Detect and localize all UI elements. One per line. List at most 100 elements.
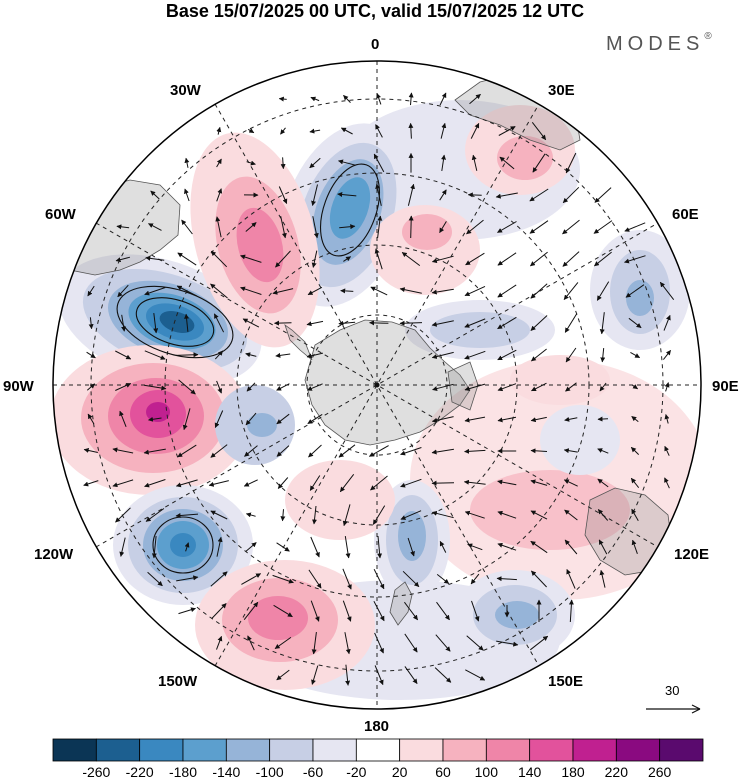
wind-arrow [144, 287, 166, 296]
wind-arrow [276, 383, 290, 391]
wind-arrow [184, 542, 190, 552]
colorbar-swatch [485, 738, 531, 762]
wind-arrow [469, 93, 481, 105]
wind-arrow [213, 313, 225, 333]
wind-arrow [467, 192, 482, 198]
wind-arrow [441, 154, 446, 171]
wind-arrow [431, 351, 454, 359]
lon-label-60e: 60E [672, 206, 699, 223]
wind-arrow [399, 320, 423, 326]
wind-arrow [599, 312, 605, 335]
wind-arrow [465, 252, 485, 266]
wind-arrow [497, 316, 517, 330]
wind-arrow [310, 96, 320, 102]
wind-arrow [562, 186, 580, 204]
wind-arrow [408, 215, 414, 239]
wind-arrow [466, 219, 484, 235]
colorbar-tick-label: 180 [561, 764, 585, 780]
wind-arrow [599, 382, 607, 392]
wind-arrow [280, 509, 286, 522]
wind-arrow [663, 350, 671, 360]
wind-arrow [497, 349, 517, 361]
wind-arrow [247, 635, 255, 651]
wind-arrow [337, 192, 357, 198]
wind-arrow [151, 536, 157, 559]
wind-arrow [117, 284, 129, 298]
wind-vectors [83, 92, 675, 686]
wind-arrow [471, 600, 480, 622]
colorbar-swatch [95, 738, 141, 762]
lon-label-30w: 30W [170, 82, 201, 99]
wind-arrow [530, 283, 548, 299]
wind-arrow [175, 352, 199, 358]
colorbar-tick-label: -180 [168, 764, 198, 780]
colorbar-swatch [355, 738, 401, 762]
wind-arrow [530, 416, 547, 423]
wind-arrow [600, 348, 606, 363]
wind-arrow [88, 317, 94, 330]
wind-arrow [143, 448, 166, 455]
contour [135, 297, 215, 347]
colorbar-swatch [615, 738, 661, 762]
wind-arrow [345, 664, 351, 686]
wind-arrow [310, 600, 320, 622]
wind-arrow [630, 351, 641, 359]
wind-arrow [625, 284, 645, 298]
wind-arrow [245, 412, 257, 426]
wind-arrow [274, 636, 292, 650]
wind-arrow [309, 128, 321, 134]
wind-arrow [464, 318, 486, 328]
wind-arrow [431, 288, 454, 295]
wind-arrow [240, 254, 262, 263]
wind-arrow [369, 320, 389, 326]
colorbar-swatch [659, 738, 704, 762]
wind-arrow [87, 413, 95, 425]
wind-arrow [599, 569, 606, 588]
wind-arrow [339, 224, 356, 230]
wind-arrow [153, 313, 159, 334]
wind-arrow [628, 317, 642, 329]
wind-arrow [307, 413, 323, 425]
wind-arrow [210, 283, 228, 299]
wind-arrow [439, 540, 447, 553]
wind-arrow [404, 633, 418, 653]
wind-arrow [597, 478, 609, 488]
wind-arrow [342, 600, 352, 622]
wind-arrow [373, 153, 385, 173]
wind-arrow [531, 348, 547, 362]
polar-map [52, 60, 702, 710]
wind-arrow [243, 601, 259, 621]
lon-label-120w: 120W [34, 546, 74, 563]
wind-arrow [565, 152, 577, 174]
wind-arrow [563, 448, 578, 454]
wind-arrow [663, 314, 671, 331]
wind-arrow [435, 634, 451, 652]
wind-arrow [311, 665, 319, 685]
wind-arrow [431, 416, 454, 423]
wind-arrow [119, 410, 127, 427]
wind-arrow [241, 573, 262, 585]
wind-arrow [216, 126, 222, 135]
wind-arrow [497, 542, 517, 551]
wind-arrow [215, 216, 222, 238]
wind-arrow [339, 473, 355, 493]
wind-arrow [404, 666, 418, 685]
wind-arrow [338, 320, 356, 326]
wind-arrow [498, 126, 516, 136]
colorbar-tick-label: 220 [604, 764, 629, 780]
wind-arrow [312, 216, 319, 239]
wind-arrow [145, 508, 165, 522]
wind-arrow [373, 568, 385, 590]
wind-arrow [530, 479, 548, 486]
wind-arrow [178, 379, 196, 395]
wind-arrow [464, 350, 486, 360]
wind-arrow [563, 479, 578, 487]
wind-arrow [275, 250, 291, 268]
wind-arrow [309, 157, 321, 169]
wind-arrow [377, 535, 383, 559]
wind-arrow [87, 285, 95, 297]
wind-arrow [431, 255, 454, 264]
wind-arrow [464, 383, 486, 392]
wind-arrow [631, 416, 639, 422]
wind-arrow [245, 542, 257, 552]
